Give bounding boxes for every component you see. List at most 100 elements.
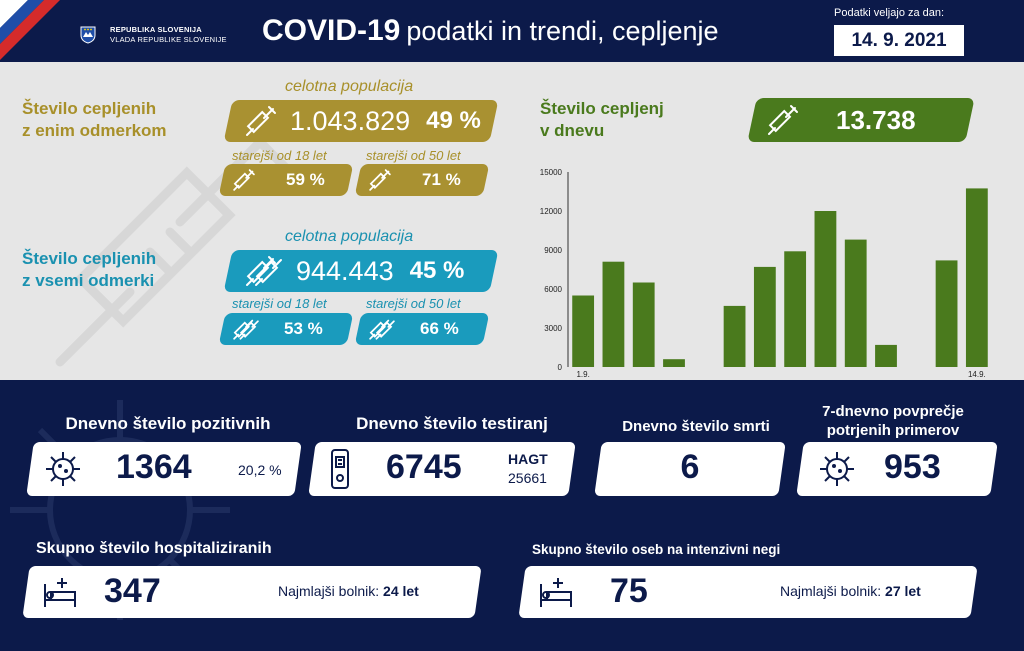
gov-line1: REPUBLIKA SLOVENIJA bbox=[110, 25, 202, 34]
flag-corner bbox=[0, 0, 60, 62]
one-dose-label-line1: Število cepljenih bbox=[22, 99, 157, 118]
one-dose-total-pill: 1.043.829 49 % bbox=[223, 100, 499, 142]
tests-value: 6745 bbox=[386, 448, 462, 486]
date-value: 14. 9. 2021 bbox=[834, 25, 964, 56]
icu-value: 75 bbox=[610, 572, 648, 610]
vaccination-panel: Število cepljenih z enim odmerkom celotn… bbox=[0, 62, 1024, 380]
virus-icon bbox=[46, 452, 80, 486]
virus-icon bbox=[820, 452, 854, 486]
tests-card: 6745 HAGT 25661 bbox=[308, 442, 576, 496]
avg7-value: 953 bbox=[884, 448, 941, 486]
one-dose-age50-pct: 71 % bbox=[422, 170, 461, 189]
hospital-youngest-label: Najmlajši bolnik: bbox=[278, 583, 380, 599]
government-name: REPUBLIKA SLOVENIJA VLADA REPUBLIKE SLOV… bbox=[110, 25, 227, 45]
one-dose-population-label: celotna populacija bbox=[285, 78, 414, 95]
hagt-value: 25661 bbox=[508, 470, 547, 486]
bar-2.9. bbox=[602, 261, 625, 367]
positive-value: 1364 bbox=[116, 448, 192, 486]
avg7-title-line2: potrjenih primerov bbox=[826, 422, 960, 439]
x-tick-label: 1.9. bbox=[576, 370, 589, 379]
date-label: Podatki veljajo za dan: bbox=[834, 7, 945, 19]
title-rest: podatki in trendi, cepljenje bbox=[406, 16, 719, 46]
y-tick-label: 0 bbox=[558, 363, 563, 372]
hospital-bed-icon bbox=[540, 578, 572, 607]
one-dose-age50-label: starejši od 50 let bbox=[366, 148, 461, 163]
daily-vaccinations-pill: 13.738 bbox=[747, 98, 975, 142]
bar-4.9. bbox=[663, 359, 685, 367]
test-kit-icon bbox=[331, 449, 349, 489]
avg7-title-line1: 7-dnevno povprečje bbox=[822, 403, 964, 420]
one-dose-age18-pill: 59 % bbox=[218, 164, 354, 196]
syringe-icon bbox=[246, 106, 276, 136]
full-dose-label-line1: Število cepljenih bbox=[22, 249, 157, 268]
hospital-card: 347 Najmlajši bolnik: 24 let bbox=[22, 566, 482, 618]
bar-11.9. bbox=[875, 344, 897, 367]
bar-13.9. bbox=[935, 260, 958, 367]
y-tick-label: 6000 bbox=[544, 285, 562, 294]
daily-vaccinations-chart: 0 3000 6000 9000 12000 15000 1.9. 14.9. bbox=[540, 168, 988, 379]
avg7-title: 7-dnevno povprečje potrjenih primerov bbox=[798, 402, 988, 440]
header: REPUBLIKA SLOVENIJA VLADA REPUBLIKE SLOV… bbox=[0, 0, 1024, 62]
hospital-bed-icon bbox=[44, 578, 76, 607]
full-dose-age50-pct: 66 % bbox=[420, 319, 459, 338]
coat-of-arms-icon bbox=[80, 26, 96, 44]
daily-vaccinations-value: 13.738 bbox=[836, 104, 916, 135]
syringe-icon bbox=[369, 169, 391, 191]
one-dose-age18-pct: 59 % bbox=[286, 170, 325, 189]
full-dose-label: Število cepljenih z vsemi odmerki bbox=[22, 248, 156, 292]
icu-youngest-value: 27 let bbox=[885, 583, 921, 599]
double-syringe-icon bbox=[233, 319, 259, 340]
hospital-value: 347 bbox=[104, 572, 161, 610]
title-bold: COVID-19 bbox=[262, 14, 401, 47]
full-dose-age50-pill: 66 % bbox=[354, 313, 490, 345]
x-tick-label: 14.9. bbox=[968, 370, 986, 379]
one-dose-label-line2: z enim odmerkom bbox=[22, 121, 167, 140]
icu-title: Skupno število oseb na intenzivni negi bbox=[532, 542, 781, 557]
deaths-value: 6 bbox=[680, 448, 700, 486]
full-dose-age50-label: starejši od 50 let bbox=[366, 296, 461, 311]
icu-card: 75 Najmlajši bolnik: 27 let bbox=[518, 566, 978, 618]
full-dose-age18-pill: 53 % bbox=[218, 313, 354, 345]
y-tick-label: 9000 bbox=[544, 246, 562, 255]
bar-3.9. bbox=[632, 282, 655, 367]
hospital-title: Skupno število hospitaliziranih bbox=[36, 540, 272, 557]
daily-label-line1: Število cepljenj bbox=[540, 99, 664, 118]
avg7-card: 953 bbox=[796, 442, 998, 496]
full-dose-total: 944.443 bbox=[296, 255, 394, 286]
stats-panel: Dnevno število pozitivnih 1364 20,2 % Dn… bbox=[0, 380, 1024, 651]
one-dose-label: Število cepljenih z enim odmerkom bbox=[22, 98, 167, 142]
tests-title: Dnevno število testiranj bbox=[356, 414, 548, 433]
y-tick-label: 12000 bbox=[540, 207, 563, 216]
hagt-label: HAGT bbox=[508, 451, 548, 467]
bar-1.9. bbox=[572, 295, 595, 367]
icu-youngest: Najmlajši bolnik: 27 let bbox=[780, 583, 921, 599]
gov-line2: VLADA REPUBLIKE SLOVENIJE bbox=[110, 35, 227, 44]
full-dose-age18-pct: 53 % bbox=[284, 319, 323, 338]
bar-6.9. bbox=[723, 305, 746, 367]
syringe-icon bbox=[768, 105, 798, 135]
double-syringe-icon bbox=[246, 256, 282, 286]
bar-10.9. bbox=[844, 239, 867, 367]
deaths-card: 6 bbox=[594, 442, 786, 496]
bar-14.9. bbox=[965, 188, 988, 367]
full-dose-age18-label: starejši od 18 let bbox=[232, 296, 327, 311]
full-dose-label-line2: z vsemi odmerki bbox=[22, 271, 155, 290]
one-dose-age18-label: starejši od 18 let bbox=[232, 148, 327, 163]
full-dose-total-pill: 944.443 45 % bbox=[223, 250, 499, 292]
page-title: COVID-19 podatki in trendi, cepljenje bbox=[262, 14, 719, 48]
daily-label-line2: v dnevu bbox=[540, 121, 605, 140]
bar-7.9. bbox=[753, 266, 776, 367]
positive-title: Dnevno število pozitivnih bbox=[65, 414, 271, 433]
background-syringe-icon bbox=[55, 117, 295, 367]
one-dose-total-pct: 49 % bbox=[426, 107, 481, 134]
one-dose-age50-pill: 71 % bbox=[354, 164, 490, 196]
positive-pct: 20,2 % bbox=[238, 462, 282, 478]
positive-card: 1364 20,2 % bbox=[26, 442, 302, 496]
full-dose-total-pct: 45 % bbox=[409, 257, 465, 284]
bar-8.9. bbox=[784, 251, 807, 367]
y-tick-label: 15000 bbox=[540, 168, 563, 177]
hospital-youngest-value: 24 let bbox=[383, 583, 419, 599]
daily-vaccinations-label: Število cepljenj v dnevu bbox=[540, 98, 664, 142]
icu-youngest-label: Najmlajši bolnik: bbox=[780, 583, 882, 599]
y-tick-label: 3000 bbox=[544, 324, 562, 333]
